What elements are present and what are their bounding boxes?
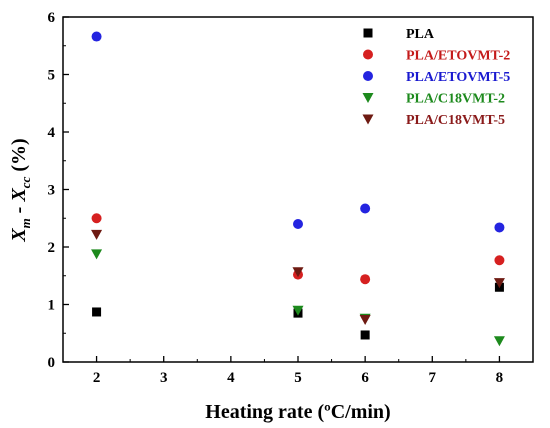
data-point — [494, 255, 505, 266]
legend-marker — [363, 28, 373, 38]
x-axis: 2 3 4 5 6 7 8 — [62, 356, 534, 386]
y-axis-title: Xm - Xcc (%) — [8, 138, 33, 242]
legend-label: PLA/C18VMT-5 — [406, 113, 505, 128]
data-point — [293, 219, 303, 229]
data-point — [493, 278, 505, 289]
legend-label: PLA/ETOVMT-2 — [406, 49, 510, 64]
legend-marker — [363, 71, 373, 81]
y-axis: 0 1 2 3 4 5 6 — [48, 10, 69, 371]
data-point — [493, 336, 505, 347]
y-axis-title-sub1: m — [18, 218, 33, 228]
y-tick-label: 2 — [48, 240, 56, 256]
data-point — [91, 249, 103, 260]
data-point — [292, 267, 304, 278]
data-point — [360, 203, 371, 214]
y-tick-label: 1 — [48, 298, 56, 314]
data-point — [91, 213, 102, 224]
y-axis-title-sub2: cc — [18, 176, 33, 188]
y-axis-title-minus: - X — [8, 188, 30, 219]
y-axis-title-unit: (%) — [8, 138, 30, 176]
data-point — [91, 31, 102, 42]
legend-marker — [362, 114, 374, 125]
legend: PLA PLA/ETOVMT-2 PLA/ETOVMT-5 PLA/C18VMT-2 P… — [362, 27, 510, 128]
x-tick-label: 2 — [93, 370, 101, 386]
data-point — [360, 330, 370, 340]
data-points — [91, 31, 505, 347]
legend-marker — [362, 93, 374, 103]
legend-label: PLA/ETOVMT-5 — [406, 70, 510, 85]
y-tick-label: 0 — [48, 355, 56, 371]
x-tick-label: 6 — [361, 370, 369, 386]
x-tick-label: 5 — [294, 370, 302, 386]
data-point — [360, 274, 371, 285]
legend-marker — [363, 49, 373, 60]
y-tick-label: 3 — [48, 183, 56, 199]
x-tick-label: 4 — [227, 370, 235, 386]
y-tick-label: 5 — [48, 68, 56, 84]
y-tick-label: 4 — [48, 125, 56, 141]
x-tick-label: 7 — [429, 370, 437, 386]
legend-label: PLA/C18VMT-2 — [406, 92, 505, 107]
y-tick-label: 6 — [48, 10, 56, 26]
x-axis-title: Heating rate (ºC/min) — [205, 401, 390, 423]
y-axis-title-main: X — [8, 228, 30, 243]
data-point — [92, 307, 102, 317]
x-tick-label: 8 — [496, 370, 504, 386]
x-tick-label: 3 — [160, 370, 168, 386]
data-point — [359, 314, 371, 325]
data-point — [292, 305, 304, 316]
data-point — [91, 229, 103, 240]
legend-label: PLA — [406, 27, 435, 42]
data-point — [494, 222, 505, 233]
